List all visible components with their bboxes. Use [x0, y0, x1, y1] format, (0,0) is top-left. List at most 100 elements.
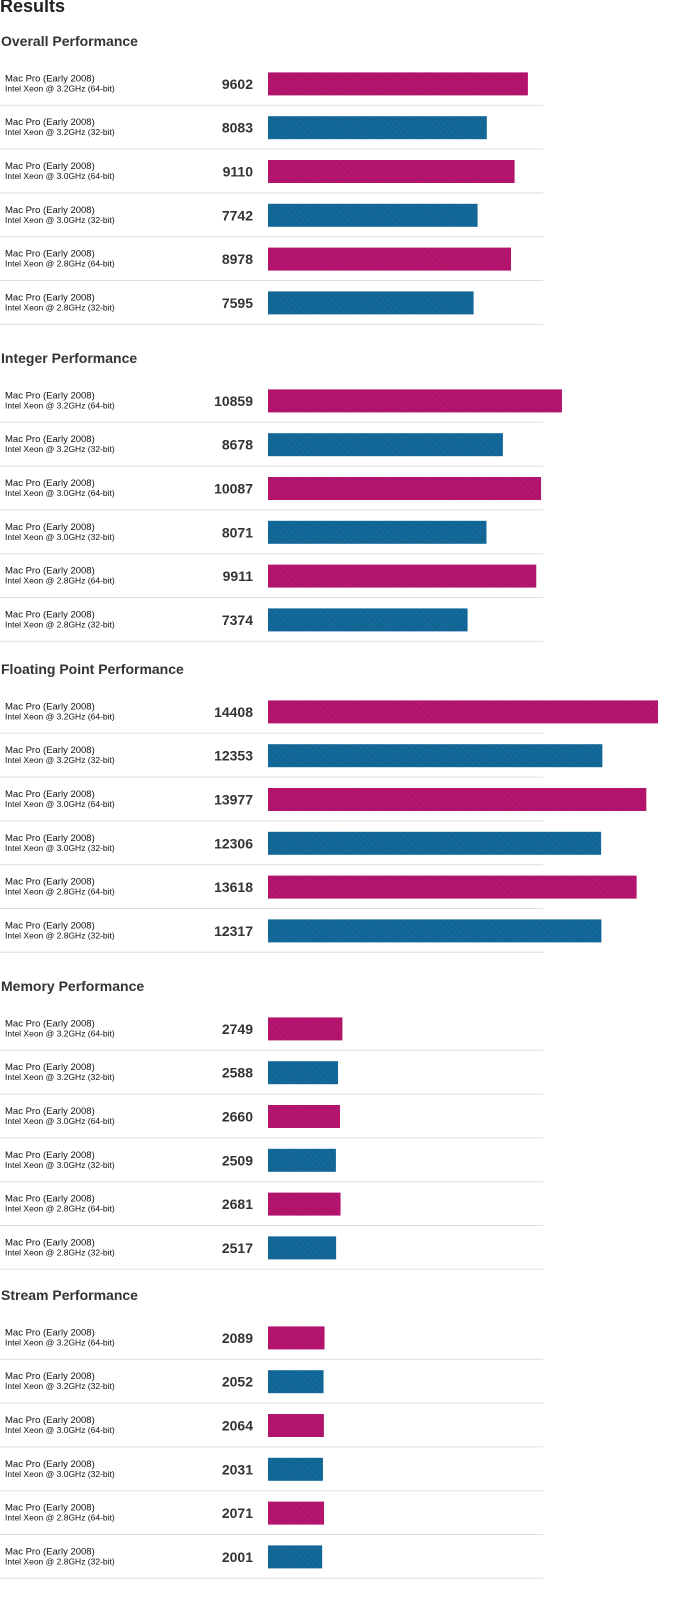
data-label: 12317 — [214, 923, 253, 939]
bar-row: Mac Pro (Early 2008)Intel Xeon @ 3.2GHz … — [0, 116, 543, 150]
row-label-model: Mac Pro (Early 2008) — [5, 1194, 95, 1205]
bar — [268, 520, 487, 544]
data-label: 10859 — [214, 393, 253, 409]
row-label-cpu: Intel Xeon @ 2.8GHz (64-bit) — [5, 1204, 115, 1214]
data-label: 2031 — [222, 1461, 253, 1477]
bar — [268, 477, 542, 500]
bar-row: Mac Pro (Early 2008)Intel Xeon @ 3.2GHz … — [0, 1061, 543, 1095]
data-label: 8678 — [222, 437, 253, 453]
data-label: 12353 — [214, 748, 253, 764]
bar-row: Mac Pro (Early 2008)Intel Xeon @ 3.0GHz … — [0, 1148, 543, 1183]
bar-row: Mac Pro (Early 2008)Intel Xeon @ 2.8GHz … — [0, 247, 543, 281]
data-label: 2001 — [222, 1549, 253, 1565]
row-label-model: Mac Pro (Early 2008) — [5, 1062, 95, 1073]
row-label-cpu: Intel Xeon @ 2.8GHz (32-bit) — [5, 302, 115, 312]
bar — [268, 1326, 325, 1350]
row-label-cpu: Intel Xeon @ 3.0GHz (32-bit) — [5, 532, 115, 542]
row-label-model: Mac Pro (Early 2008) — [5, 833, 95, 844]
bar-row: Mac Pro (Early 2008)Intel Xeon @ 2.8GHz … — [0, 1501, 543, 1535]
bar — [268, 744, 603, 768]
row-label-cpu: Intel Xeon @ 3.2GHz (32-bit) — [5, 1072, 115, 1082]
row-label-model: Mac Pro (Early 2008) — [5, 1106, 95, 1117]
row-label-model: Mac Pro (Early 2008) — [5, 249, 95, 260]
data-label: 8071 — [222, 524, 253, 540]
bar-row: Mac Pro (Early 2008)Intel Xeon @ 3.0GHz … — [0, 831, 602, 866]
section-title-stream: Stream Performance — [1, 1287, 138, 1303]
data-label: 13618 — [214, 879, 253, 895]
data-label: 14408 — [214, 704, 253, 720]
bar-row: Mac Pro (Early 2008)Intel Xeon @ 3.2GHz … — [0, 744, 603, 778]
bar-row: Mac Pro (Early 2008)Intel Xeon @ 3.2GHz … — [0, 389, 562, 423]
row-label-cpu: Intel Xeon @ 3.2GHz (64-bit) — [5, 1337, 115, 1347]
bar — [268, 1105, 341, 1128]
bar — [268, 1061, 339, 1085]
row-label-model: Mac Pro (Early 2008) — [5, 73, 95, 84]
bar — [268, 160, 515, 183]
chart-stream-performance: Mac Pro (Early 2008)Intel Xeon @ 3.2GHz … — [0, 1326, 543, 1579]
bar — [268, 1501, 325, 1525]
section-title-floating-point: Floating Point Performance — [1, 661, 184, 677]
data-label: 9911 — [223, 568, 254, 584]
row-label-model: Mac Pro (Early 2008) — [5, 1327, 95, 1338]
bar-row: Mac Pro (Early 2008)Intel Xeon @ 3.0GHz … — [0, 1105, 543, 1139]
section-title-integer: Integer Performance — [1, 350, 138, 366]
row-label-model: Mac Pro (Early 2008) — [5, 1415, 95, 1426]
bar — [268, 608, 468, 632]
row-label-model: Mac Pro (Early 2008) — [5, 1503, 95, 1514]
row-label-cpu: Intel Xeon @ 2.8GHz (64-bit) — [5, 1513, 115, 1523]
data-label: 2071 — [222, 1505, 253, 1521]
data-label: 9602 — [222, 76, 253, 92]
data-label: 2681 — [222, 1196, 253, 1212]
bar — [268, 291, 474, 315]
bar — [268, 203, 478, 227]
data-label: 2517 — [222, 1240, 253, 1256]
data-label: 12306 — [214, 835, 253, 851]
row-label-cpu: Intel Xeon @ 3.2GHz (32-bit) — [5, 755, 115, 765]
bar-row: Mac Pro (Early 2008)Intel Xeon @ 2.8GHz … — [0, 564, 543, 598]
row-label-model: Mac Pro (Early 2008) — [5, 522, 95, 533]
data-label: 7374 — [222, 612, 253, 628]
row-label-model: Mac Pro (Early 2008) — [5, 205, 95, 216]
row-label-model: Mac Pro (Early 2008) — [5, 1237, 95, 1248]
bar-row: Mac Pro (Early 2008)Intel Xeon @ 2.8GHz … — [0, 1236, 543, 1270]
bar-row: Mac Pro (Early 2008)Intel Xeon @ 3.0GHz … — [0, 1457, 543, 1492]
bar — [268, 919, 602, 943]
row-label-model: Mac Pro (Early 2008) — [5, 609, 95, 620]
row-label-model: Mac Pro (Early 2008) — [5, 1371, 95, 1382]
section-title-memory: Memory Performance — [1, 978, 145, 994]
row-label-cpu: Intel Xeon @ 3.0GHz (64-bit) — [5, 1425, 115, 1435]
data-label: 2064 — [222, 1418, 253, 1434]
row-label-cpu: Intel Xeon @ 2.8GHz (32-bit) — [5, 619, 115, 629]
data-label: 2660 — [222, 1109, 253, 1125]
bar — [268, 1236, 337, 1260]
bar-row: Mac Pro (Early 2008)Intel Xeon @ 3.0GHz … — [0, 203, 543, 238]
row-label-cpu: Intel Xeon @ 3.0GHz (32-bit) — [5, 215, 115, 225]
row-label-cpu: Intel Xeon @ 3.0GHz (64-bit) — [5, 799, 115, 809]
data-label: 8083 — [222, 120, 253, 136]
bar-row: Mac Pro (Early 2008)Intel Xeon @ 3.0GHz … — [0, 160, 543, 194]
row-label-cpu: Intel Xeon @ 2.8GHz (32-bit) — [5, 1556, 115, 1566]
row-label-model: Mac Pro (Early 2008) — [5, 877, 95, 888]
data-label: 2509 — [222, 1152, 253, 1168]
row-label-cpu: Intel Xeon @ 3.2GHz (64-bit) — [5, 711, 115, 721]
bar-row: Mac Pro (Early 2008)Intel Xeon @ 2.8GHz … — [0, 1192, 543, 1226]
row-label-cpu: Intel Xeon @ 2.8GHz (32-bit) — [5, 930, 115, 940]
bar — [268, 433, 503, 457]
row-label-model: Mac Pro (Early 2008) — [5, 434, 95, 445]
row-label-cpu: Intel Xeon @ 3.0GHz (32-bit) — [5, 843, 115, 853]
row-label-cpu: Intel Xeon @ 3.2GHz (64-bit) — [5, 1028, 115, 1038]
row-label-model: Mac Pro (Early 2008) — [5, 745, 95, 756]
bar — [268, 1192, 341, 1216]
bar-row: Mac Pro (Early 2008)Intel Xeon @ 3.0GHz … — [0, 520, 543, 555]
page-title: Results — [0, 0, 66, 16]
row-label-model: Mac Pro (Early 2008) — [5, 789, 95, 800]
row-label-cpu: Intel Xeon @ 3.0GHz (64-bit) — [5, 171, 115, 181]
chart-floating-point-performance: Mac Pro (Early 2008)Intel Xeon @ 3.2GHz … — [0, 700, 658, 953]
row-label-model: Mac Pro (Early 2008) — [5, 161, 95, 172]
row-label-model: Mac Pro (Early 2008) — [5, 478, 95, 489]
bar — [268, 1545, 323, 1569]
row-label-cpu: Intel Xeon @ 3.2GHz (32-bit) — [5, 1381, 115, 1391]
bar — [268, 1457, 323, 1481]
section-title-overall: Overall Performance — [1, 33, 138, 49]
bar — [268, 564, 537, 588]
